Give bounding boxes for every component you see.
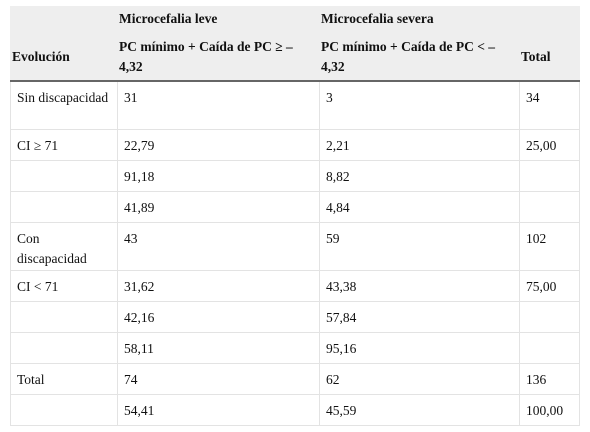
cell-leve: 31,62 xyxy=(117,271,319,302)
cell-severa: 2,21 xyxy=(319,130,519,161)
header-empty-cell xyxy=(519,6,580,34)
cell-evolucion: Con discapacidad xyxy=(10,223,117,271)
cell-severa: 95,16 xyxy=(319,333,519,364)
cell-total: 100,00 xyxy=(519,395,580,426)
cell-total xyxy=(519,302,580,333)
header-group-severa: Microcefalia severa xyxy=(319,6,519,34)
header-total: Total xyxy=(519,34,580,82)
cell-evolucion xyxy=(10,161,117,192)
cell-evolucion: Sin discapacidad xyxy=(10,82,117,130)
cell-total: 34 xyxy=(519,82,580,130)
table-row: Con discapacidad 43 59 102 xyxy=(10,223,580,271)
cell-severa: 57,84 xyxy=(319,302,519,333)
microcephaly-outcome-table: Microcefalia leve Microcefalia severa Ev… xyxy=(10,6,580,426)
cell-leve: 54,41 xyxy=(117,395,319,426)
cell-evolucion xyxy=(10,333,117,364)
table-row: 54,41 45,59 100,00 xyxy=(10,395,580,426)
header-leve-criterion: PC mínimo + Caída de PC ≥ –4,32 xyxy=(117,34,319,82)
table-row: CI < 71 31,62 43,38 75,00 xyxy=(10,271,580,302)
table-row: CI ≥ 71 22,79 2,21 25,00 xyxy=(10,130,580,161)
cell-severa: 8,82 xyxy=(319,161,519,192)
table-row: 41,89 4,84 xyxy=(10,192,580,223)
cell-total xyxy=(519,192,580,223)
cell-evolucion xyxy=(10,302,117,333)
table-row: 42,16 57,84 xyxy=(10,302,580,333)
cell-leve: 58,11 xyxy=(117,333,319,364)
cell-evolucion: CI < 71 xyxy=(10,271,117,302)
cell-leve: 42,16 xyxy=(117,302,319,333)
cell-total: 102 xyxy=(519,223,580,271)
header-severa-criterion: PC mínimo + Caída de PC < –4,32 xyxy=(319,34,519,82)
cell-evolucion: CI ≥ 71 xyxy=(10,130,117,161)
cell-severa: 62 xyxy=(319,364,519,395)
table-body: Sin discapacidad 31 3 34 CI ≥ 71 22,79 2… xyxy=(10,82,580,426)
header-evolucion: Evolución xyxy=(10,34,117,82)
cell-total: 136 xyxy=(519,364,580,395)
header-empty-cell xyxy=(10,6,117,34)
table-row: 58,11 95,16 xyxy=(10,333,580,364)
cell-evolucion xyxy=(10,395,117,426)
cell-leve: 22,79 xyxy=(117,130,319,161)
cell-evolucion xyxy=(10,192,117,223)
table-row: 91,18 8,82 xyxy=(10,161,580,192)
cell-total xyxy=(519,161,580,192)
table-row: Sin discapacidad 31 3 34 xyxy=(10,82,580,130)
cell-leve: 43 xyxy=(117,223,319,271)
table-header: Microcefalia leve Microcefalia severa Ev… xyxy=(10,6,580,82)
cell-severa: 59 xyxy=(319,223,519,271)
cell-leve: 91,18 xyxy=(117,161,319,192)
cell-severa: 3 xyxy=(319,82,519,130)
header-group-leve: Microcefalia leve xyxy=(117,6,319,34)
cell-severa: 43,38 xyxy=(319,271,519,302)
cell-severa: 45,59 xyxy=(319,395,519,426)
cell-evolucion: Total xyxy=(10,364,117,395)
cell-total: 75,00 xyxy=(519,271,580,302)
cell-total xyxy=(519,333,580,364)
cell-leve: 41,89 xyxy=(117,192,319,223)
cell-total: 25,00 xyxy=(519,130,580,161)
cell-leve: 74 xyxy=(117,364,319,395)
cell-leve: 31 xyxy=(117,82,319,130)
cell-severa: 4,84 xyxy=(319,192,519,223)
table-row: Total 74 62 136 xyxy=(10,364,580,395)
